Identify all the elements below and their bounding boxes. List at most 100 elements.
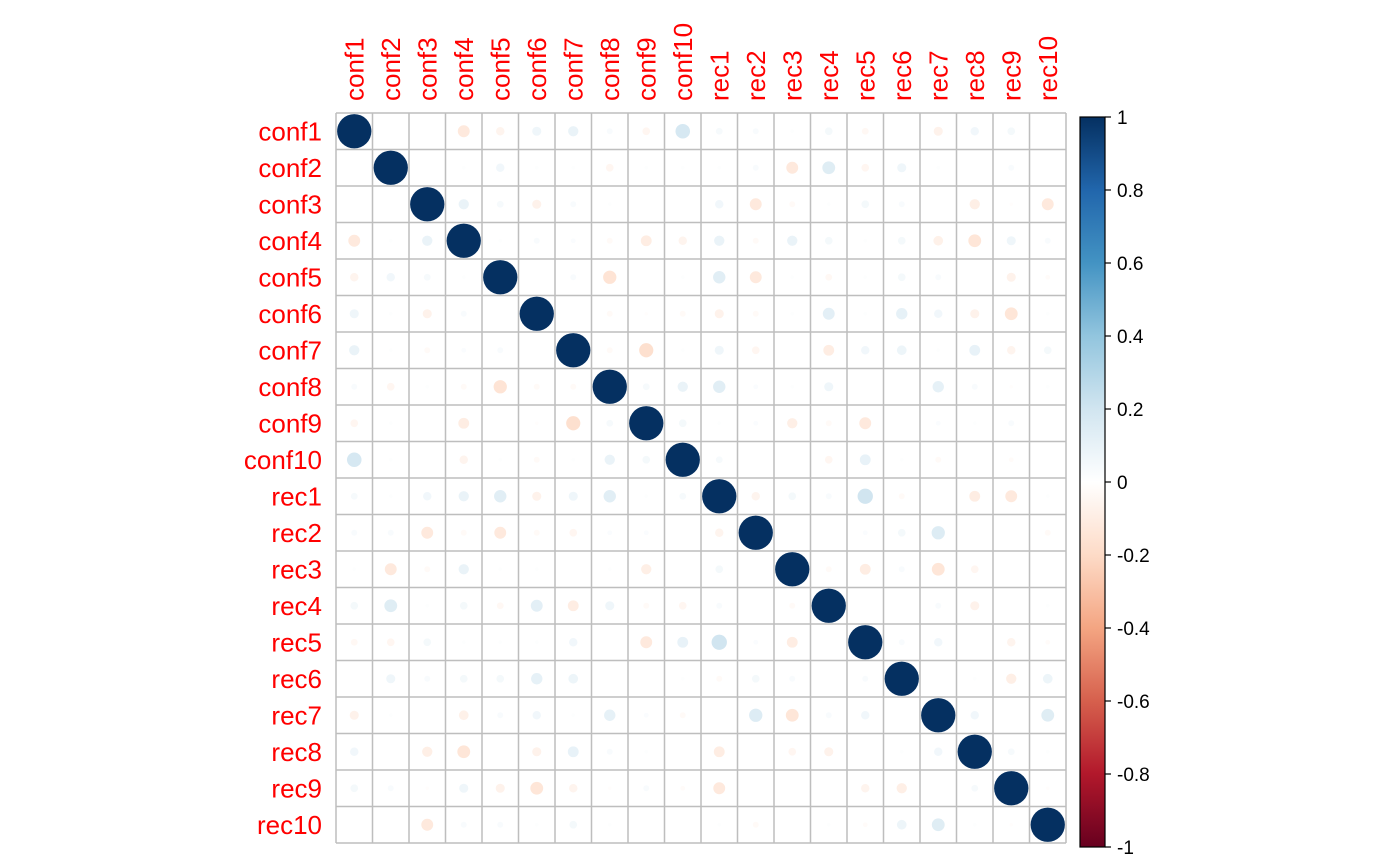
corr-circle-rec4-conf10	[678, 601, 687, 610]
corr-circle-conf10-conf7	[571, 458, 575, 462]
corr-circle-conf1-conf8	[606, 128, 613, 135]
row-label-rec4: rec4	[271, 591, 322, 621]
corr-circle-conf2-conf10	[681, 166, 685, 170]
corr-circle-rec5-conf6	[535, 640, 539, 644]
corr-circle-conf4-conf10	[678, 236, 687, 245]
column-label-conf10: conf10	[668, 23, 698, 101]
corr-circle-rec6-rec5	[862, 675, 869, 682]
corr-circle-conf7-rec10	[1043, 346, 1052, 355]
corr-circle-rec8-rec1	[713, 746, 725, 758]
corr-circle-rec3-rec4	[825, 566, 832, 573]
corr-circle-rec2-conf6	[533, 529, 540, 536]
row-labels: conf1 conf2 conf3 conf4 conf5 conf6 conf7 conf8…	[244, 116, 322, 840]
corr-circle-conf4-conf6	[533, 237, 540, 244]
legend-tick-label: 0.8	[1117, 181, 1143, 202]
corr-circle-conf9-conf2	[389, 421, 393, 425]
corr-circle-rec7-conf5	[497, 712, 504, 719]
corr-circle-rec4-rec7	[935, 602, 942, 609]
row-label-rec10: rec10	[257, 810, 322, 840]
corr-circle-rec4-conf3	[425, 604, 429, 608]
column-label-rec2: rec2	[741, 50, 771, 101]
corr-circle-rec2-rec5	[862, 530, 868, 536]
corr-circle-conf5-conf8	[603, 270, 617, 284]
corr-circle-rec1-rec8	[969, 490, 981, 502]
legend-tick-label: -1	[1117, 838, 1134, 859]
corr-circle-rec5-conf2	[386, 638, 395, 647]
corr-circle-conf5-conf10	[681, 275, 685, 279]
corr-circle-rec5-conf7	[569, 638, 578, 647]
corr-circle-conf7-conf4	[461, 347, 467, 353]
corr-circle-rec7-conf7	[571, 713, 575, 717]
corr-circle-rec10-conf3	[421, 818, 434, 831]
corr-circle-rec10-conf5	[497, 821, 504, 828]
corr-circle-conf1-conf4	[457, 125, 470, 138]
corr-circle-conf10-conf2	[389, 458, 393, 462]
corr-circle-conf4-conf5	[498, 239, 502, 243]
corr-circle-conf3-conf4	[458, 199, 469, 210]
corr-circle-rec8-conf7	[567, 746, 579, 758]
corr-circle-conf7-rec8	[969, 344, 981, 356]
row-label-conf6: conf6	[258, 299, 322, 329]
legend-tick-label: -0.8	[1117, 765, 1150, 786]
corr-circle-conf4-rec10	[1044, 237, 1051, 244]
corr-circle-rec6-conf10	[681, 677, 685, 681]
corr-circle-conf6-rec7	[934, 309, 943, 318]
corr-circle-rec1-conf8	[603, 490, 616, 503]
corr-circle-conf3-rec2	[749, 198, 762, 211]
corr-circle-rec5-rec2	[753, 639, 759, 645]
corr-circle-rec5-conf10	[677, 636, 689, 648]
corr-circle-rec7-rec5	[861, 711, 870, 720]
corr-circle-rec1-rec4	[825, 493, 832, 500]
corr-circle-conf6-conf3	[422, 309, 432, 319]
corr-circle-conf3-conf7	[570, 201, 577, 208]
corr-circle-rec9-conf1	[350, 784, 359, 793]
corr-circle-conf5-conf3	[423, 273, 431, 281]
corr-circle-conf1-rec8	[970, 127, 979, 136]
corr-circle-conf10-rec7	[935, 456, 942, 463]
corr-circle-conf1-rec2	[752, 128, 759, 135]
corr-circle-conf6-conf6	[519, 296, 554, 331]
corr-circle-rec8-conf1	[350, 747, 359, 756]
corr-circle-rec10-conf6	[535, 823, 539, 827]
corr-circle-conf3-rec3	[789, 201, 796, 208]
corr-circle-conf2-conf2	[373, 150, 408, 185]
corr-circle-conf6-rec10	[1046, 312, 1050, 316]
row-label-rec1: rec1	[271, 481, 322, 511]
corr-circle-rec9-conf8	[608, 786, 612, 790]
corr-circle-conf9-rec5	[859, 417, 872, 430]
corr-circle-rec5-rec9	[1007, 638, 1016, 647]
column-label-rec3: rec3	[777, 50, 807, 101]
row-label-rec2: rec2	[271, 518, 322, 548]
corr-circle-conf8-rec3	[790, 385, 794, 389]
corr-circle-rec7-conf1	[349, 710, 359, 720]
corr-circle-conf8-rec9	[1009, 385, 1013, 389]
corr-circle-conf10-conf9	[642, 455, 651, 464]
corr-circle-conf2-conf6	[535, 166, 539, 170]
corr-circle-rec10-rec8	[973, 823, 977, 827]
corr-circle-rec9-conf3	[425, 786, 429, 790]
corr-circle-conf8-rec8	[971, 383, 978, 390]
corr-circle-rec3-conf1	[352, 567, 356, 571]
corr-circle-conf8-rec1	[713, 380, 726, 393]
column-label-conf6: conf6	[522, 37, 552, 101]
corr-circle-conf8-conf6	[533, 383, 540, 390]
corr-circle-conf5-rec6	[897, 273, 906, 282]
corr-circle-conf5-conf7	[570, 274, 577, 281]
corr-circle-rec1-conf3	[423, 492, 432, 501]
corr-circle-rec2-conf4	[460, 529, 467, 536]
corr-circle-rec1-rec5	[857, 488, 873, 504]
corr-circle-rec10-rec10	[1030, 807, 1065, 842]
corr-circle-rec5-rec6	[898, 639, 905, 646]
corr-circle-conf2-conf7	[571, 166, 575, 170]
corr-circle-conf6-rec3	[790, 312, 794, 316]
corr-circle-rec3-conf9	[641, 564, 652, 575]
corr-circle-conf4-rec7	[933, 235, 944, 246]
corr-circle-conf3-rec6	[898, 201, 905, 208]
corr-circle-conf9-conf7	[566, 416, 581, 431]
corr-circle-conf10-rec1	[715, 456, 723, 464]
corr-circle-rec6-rec8	[973, 677, 977, 681]
corr-circle-rec9-conf10	[680, 785, 686, 791]
corr-circle-rec4-conf6	[530, 599, 543, 612]
corr-circle-rec3-rec8	[970, 565, 979, 574]
corr-circle-rec5-conf9	[640, 636, 653, 649]
